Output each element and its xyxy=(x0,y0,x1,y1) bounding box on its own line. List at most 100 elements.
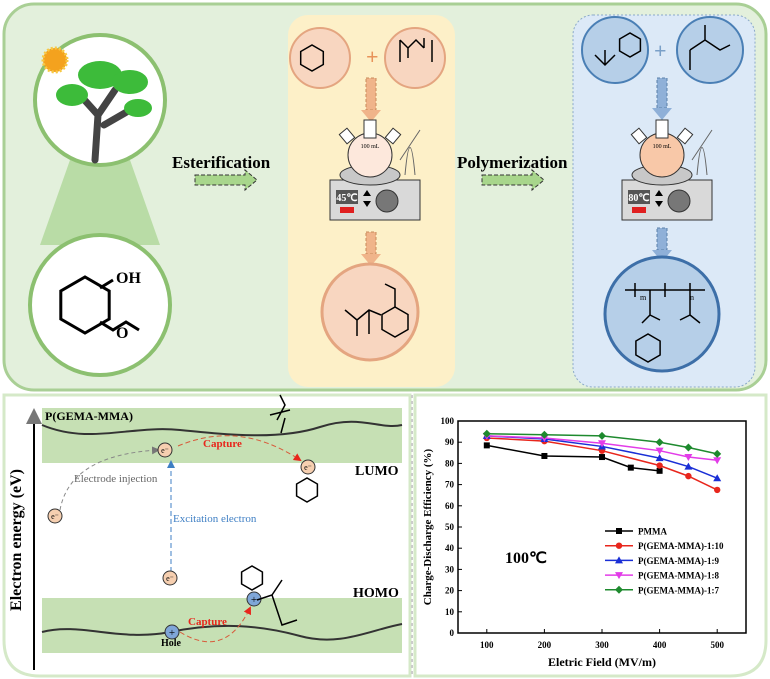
svg-text:e⁻: e⁻ xyxy=(51,512,59,521)
svg-text:Hole: Hole xyxy=(161,638,182,649)
electron-icon xyxy=(47,508,63,524)
arrow-down-icon xyxy=(365,77,377,111)
svg-text:m: m xyxy=(640,293,647,302)
arrow-down-icon xyxy=(656,227,668,251)
data-point xyxy=(713,474,722,482)
electron-icon xyxy=(162,570,178,586)
legend-item: PMMA xyxy=(605,527,667,537)
y-tick-label: 80 xyxy=(445,458,455,468)
y-tick-label: 10 xyxy=(445,607,455,617)
legend-label: P(GEMA-MMA)-1:10 xyxy=(638,541,724,551)
electron-icon xyxy=(157,442,173,458)
dial-icon xyxy=(667,189,691,213)
svg-text:+: + xyxy=(251,594,257,606)
legend-marker xyxy=(616,528,622,534)
series-line xyxy=(486,432,718,455)
oh-label: OH xyxy=(116,270,141,287)
data-point xyxy=(713,449,722,458)
svg-text:Excitation electron: Excitation electron xyxy=(173,513,257,525)
legend-item: P(GEMA-MMA)-1:7 xyxy=(605,585,719,595)
data-point xyxy=(541,452,548,459)
data-point xyxy=(714,486,721,494)
series-line xyxy=(486,437,718,491)
data-point xyxy=(684,454,693,462)
y-tick-label: 20 xyxy=(445,586,455,596)
up-down-arrows-icon xyxy=(363,190,371,207)
series-0 xyxy=(483,442,663,474)
legend-item: P(GEMA-MMA)-1:8 xyxy=(605,571,719,581)
benzene-ring xyxy=(618,32,642,58)
y-tick-label: 70 xyxy=(445,480,455,490)
data-point xyxy=(655,454,664,462)
data-point xyxy=(713,457,722,465)
y-tick-label: 30 xyxy=(445,564,455,574)
reaction-apparatus: 100 mL 80℃ xyxy=(621,119,713,221)
x-tick-label: 200 xyxy=(538,640,552,650)
plus-icon: + xyxy=(654,38,667,63)
svg-text:Electrode injection: Electrode injection xyxy=(74,473,158,485)
legend-item: P(GEMA-MMA)-1:10 xyxy=(605,541,724,551)
svg-text:e⁻: e⁻ xyxy=(166,574,174,583)
legend-item: P(GEMA-MMA)-1:9 xyxy=(605,556,719,566)
flask-volume-label: 100 mL xyxy=(653,144,672,150)
data-point xyxy=(599,454,605,461)
data-point xyxy=(685,472,692,480)
data-point xyxy=(598,431,606,440)
svg-text:Capture: Capture xyxy=(188,616,227,628)
data-point xyxy=(655,447,664,455)
series-4 xyxy=(482,429,722,458)
dial-icon xyxy=(375,189,399,213)
data-point xyxy=(656,467,663,474)
legend-marker xyxy=(615,542,623,549)
x-tick-label: 100 xyxy=(480,640,494,650)
x-axis-label: Eletric Field (MV/m) xyxy=(548,655,656,669)
energy-diagram: Electron energy (eV) P(GEMA-MMA) LUMO HO… xyxy=(2,393,412,678)
arrow-down-icon xyxy=(656,77,668,109)
data-point xyxy=(655,438,664,447)
esterification-label: Esterification xyxy=(172,153,271,172)
tree-icon xyxy=(33,33,167,245)
homo-label: HOMO xyxy=(353,586,399,601)
material-label: P(GEMA-MMA) xyxy=(45,409,133,423)
y-tick-label: 60 xyxy=(445,501,455,511)
arrow-down-icon xyxy=(365,231,377,255)
temperature-display: 45℃ xyxy=(336,193,357,204)
y-tick-label: 50 xyxy=(445,522,455,532)
legend-label: P(GEMA-MMA)-1:7 xyxy=(638,585,719,595)
y-tick-label: 40 xyxy=(445,543,455,553)
data-point xyxy=(598,440,606,448)
data-point xyxy=(482,429,491,438)
efficiency-chart: 0 10 20 30 40 50 60 70 80 90 100 100 200 300 400 500 PMM… xyxy=(413,393,768,678)
benzene-ring xyxy=(381,306,409,338)
legend-label: P(GEMA-MMA)-1:9 xyxy=(638,556,719,566)
svg-text:O: O xyxy=(116,325,128,342)
benzene-ring xyxy=(299,44,325,72)
benzene-ring xyxy=(635,333,661,363)
temperature-display: 80℃ xyxy=(628,193,649,204)
series-line xyxy=(486,435,718,461)
sun-icon xyxy=(41,46,69,74)
legend-marker xyxy=(615,556,623,564)
energy-axis-label: Electron energy (eV) xyxy=(8,469,25,611)
y-tick-label: 0 xyxy=(450,628,455,638)
reaction-apparatus: 100 mL 45℃ xyxy=(329,119,421,221)
data-point xyxy=(483,442,490,449)
plus-icon: + xyxy=(366,44,379,69)
svg-text:e⁻: e⁻ xyxy=(161,446,169,455)
data-point xyxy=(540,430,549,439)
guaiacol-molecule: OH O xyxy=(28,233,172,377)
temperature-annotation: 100℃ xyxy=(505,550,547,567)
hole-icon xyxy=(164,624,180,640)
svg-text:+: + xyxy=(169,627,175,639)
x-tick-label: 300 xyxy=(595,640,609,650)
svg-text:n: n xyxy=(690,293,694,302)
up-down-arrows-icon xyxy=(655,190,663,207)
lumo-label: LUMO xyxy=(355,464,399,479)
electron-icon xyxy=(300,459,316,475)
x-tick-label: 400 xyxy=(653,640,667,650)
data-point xyxy=(684,462,693,470)
data-point xyxy=(627,464,634,471)
svg-text:e⁻: e⁻ xyxy=(304,463,312,472)
svg-text:Capture: Capture xyxy=(203,438,242,450)
